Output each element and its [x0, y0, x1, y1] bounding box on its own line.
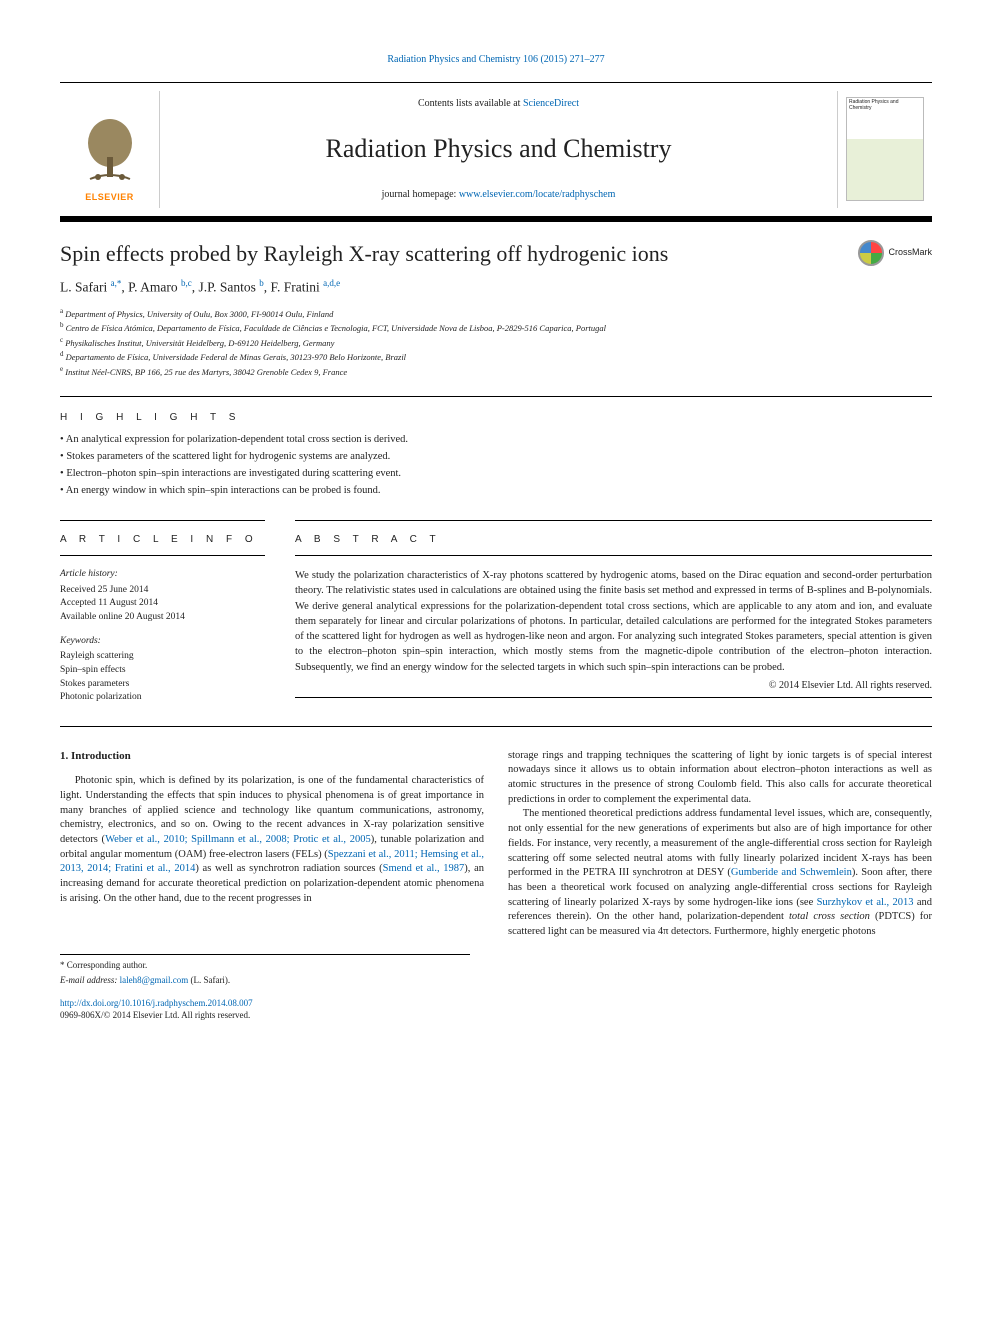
crossmark-badge[interactable]: CrossMark: [858, 240, 932, 266]
body-paragraph: Photonic spin, which is defined by its p…: [60, 774, 484, 906]
abstract-text: We study the polarization characteristic…: [295, 568, 932, 675]
abstract-label: A B S T R A C T: [295, 533, 932, 547]
elsevier-tree-icon: [80, 117, 140, 187]
email-link[interactable]: laleh8@gmail.com: [120, 975, 189, 985]
highlight-item: An energy window in which spin–spin inte…: [60, 484, 932, 499]
citation-link[interactable]: Radiation Physics and Chemistry 106 (201…: [387, 54, 604, 65]
email-line: E-mail address: laleh8@gmail.com (L. Saf…: [60, 974, 470, 987]
affiliation-list: a Department of Physics, University of O…: [60, 306, 932, 379]
keywords-body: Rayleigh scattering Spin–spin effects St…: [60, 650, 265, 705]
keywords-head: Keywords:: [60, 635, 265, 648]
elsevier-logo[interactable]: ELSEVIER: [70, 94, 150, 204]
author-list: L. Safari a,*, P. Amaro b,c, J.P. Santos…: [60, 277, 932, 297]
article-title: Spin effects probed by Rayleigh X-ray sc…: [60, 240, 848, 268]
crossmark-icon: [858, 240, 884, 266]
corresponding-note: * Corresponding author.: [60, 959, 470, 972]
journal-name: Radiation Physics and Chemistry: [170, 131, 827, 167]
article-info-label: A R T I C L E I N F O: [60, 533, 265, 547]
history-head: Article history:: [60, 568, 265, 581]
body-col-right: storage rings and trapping techniques th…: [508, 749, 932, 1022]
doi-link[interactable]: http://dx.doi.org/10.1016/j.radphyschem.…: [60, 998, 253, 1008]
crossmark-label: CrossMark: [888, 246, 932, 259]
homepage-line: journal homepage: www.elsevier.com/locat…: [170, 188, 827, 202]
highlight-item: Stokes parameters of the scattered light…: [60, 450, 932, 465]
citation-line: Radiation Physics and Chemistry 106 (201…: [60, 52, 932, 68]
affiliation: a Department of Physics, University of O…: [60, 306, 932, 321]
highlights-label: H I G H L I G H T S: [60, 411, 932, 425]
footnotes: * Corresponding author. E-mail address: …: [60, 954, 470, 986]
body-col-left: 1. Introduction Photonic spin, which is …: [60, 749, 484, 1022]
sec1-heading: 1. Introduction: [60, 749, 484, 764]
body-paragraph: The mentioned theoretical predictions ad…: [508, 807, 932, 939]
highlight-item: An analytical expression for polarizatio…: [60, 433, 932, 448]
abstract-copyright: © 2014 Elsevier Ltd. All rights reserved…: [295, 679, 932, 693]
affiliation: c Physikalisches Institut, Universität H…: [60, 335, 932, 350]
doi-block: http://dx.doi.org/10.1016/j.radphyschem.…: [60, 997, 484, 1022]
masthead: ELSEVIER Contents lists available at Sci…: [60, 82, 932, 222]
publisher-logo-box: ELSEVIER: [60, 91, 160, 208]
affiliation: d Departamento de Física, Universidade F…: [60, 349, 932, 364]
highlights-list: An analytical expression for polarizatio…: [60, 433, 932, 498]
affiliation: b Centro de Física Atómica, Departamento…: [60, 320, 932, 335]
highlight-item: Electron–photon spin–spin interactions a…: [60, 467, 932, 482]
history-body: Received 25 June 2014 Accepted 11 August…: [60, 584, 265, 625]
body-columns: 1. Introduction Photonic spin, which is …: [60, 749, 932, 1022]
homepage-link[interactable]: www.elsevier.com/locate/radphyschem: [459, 189, 616, 200]
cover-thumb-box: Radiation Physics and Chemistry: [837, 91, 932, 208]
contents-line: Contents lists available at ScienceDirec…: [170, 97, 827, 111]
affiliation: e Institut Néel-CNRS, BP 166, 25 rue des…: [60, 364, 932, 379]
issn-copyright: 0969-806X/© 2014 Elsevier Ltd. All right…: [60, 1009, 484, 1022]
sciencedirect-link[interactable]: ScienceDirect: [523, 98, 579, 109]
body-paragraph: storage rings and trapping techniques th…: [508, 749, 932, 808]
journal-cover-thumb[interactable]: Radiation Physics and Chemistry: [846, 97, 924, 201]
publisher-name: ELSEVIER: [85, 191, 134, 204]
